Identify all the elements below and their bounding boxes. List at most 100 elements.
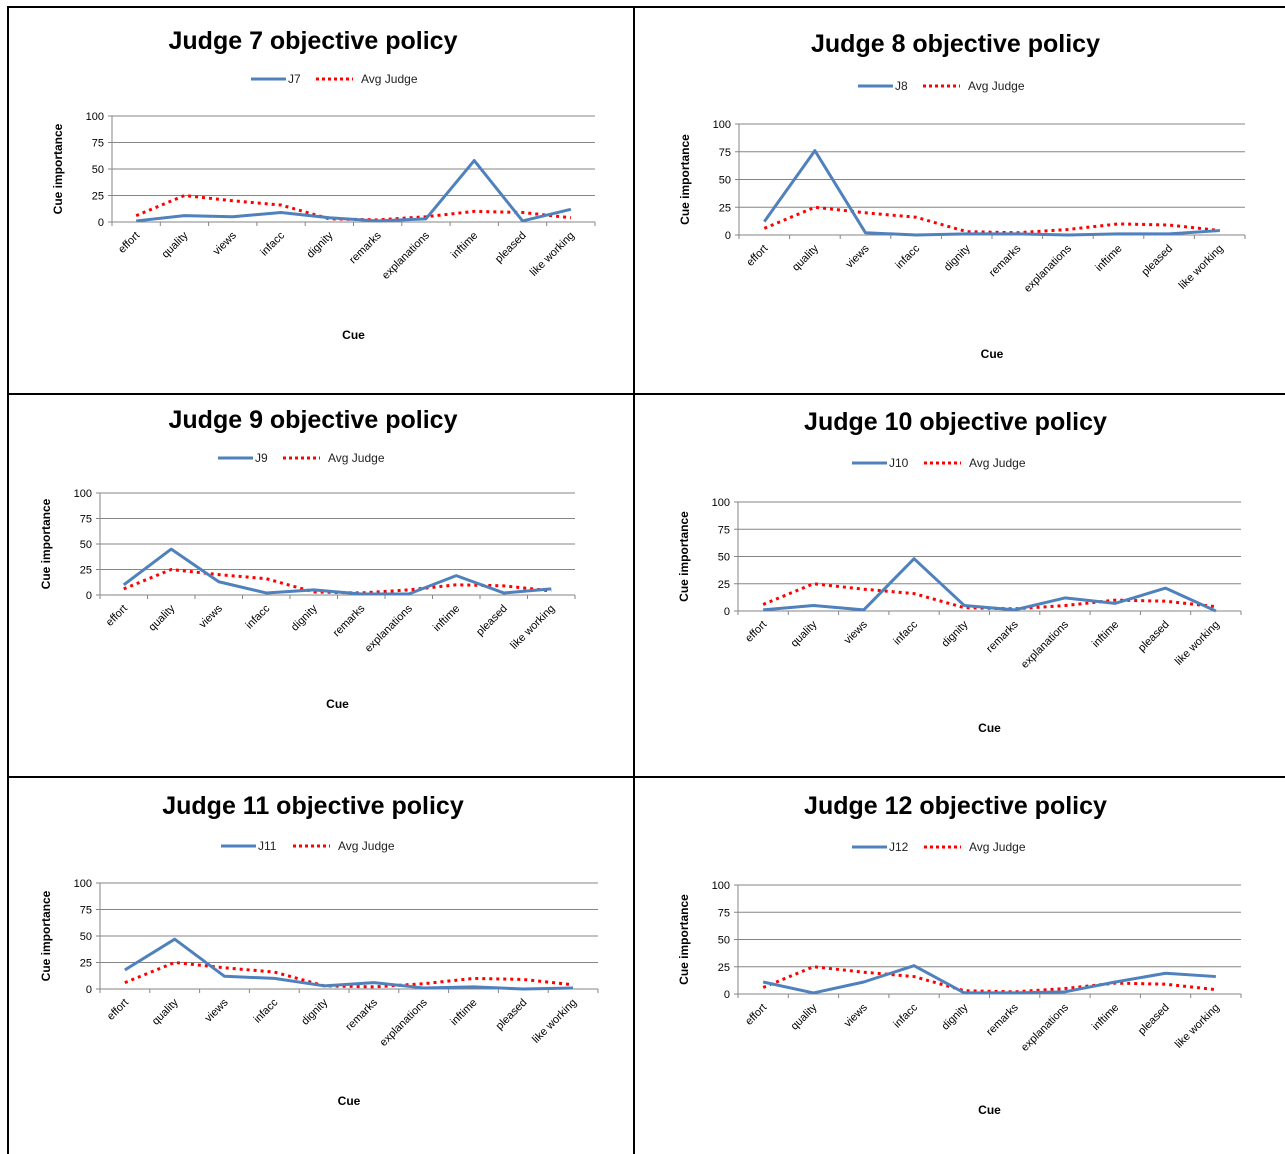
x-tick-label: inftime: [1093, 243, 1124, 274]
x-tick-label: remarks: [347, 229, 384, 266]
y-tick-label: 50: [80, 539, 92, 551]
x-tick-label: effort: [743, 1002, 769, 1028]
table-border: [7, 6, 1285, 8]
chart-title: Judge 12 objective policy: [804, 792, 1107, 820]
y-tick-label: 75: [92, 138, 104, 150]
x-tick-label: infacc: [244, 602, 273, 631]
chart-panel: Judge 11 objective policy J11 Avg Judge 0 25…: [0, 777, 634, 1154]
x-tick-label: inftime: [1090, 1002, 1121, 1033]
y-tick-label: 25: [80, 565, 92, 577]
legend-judge-label: J9: [255, 451, 268, 465]
y-tick-label: 100: [713, 119, 731, 131]
x-tick-label: explanations: [1022, 242, 1075, 295]
x-axis-title: Cue: [326, 697, 349, 711]
x-tick-label: like working: [528, 230, 577, 279]
x-tick-label: quality: [789, 1001, 820, 1032]
y-tick-label: 25: [92, 191, 104, 203]
x-tick-label: remarks: [331, 602, 368, 639]
avg-judge-line: [762, 582, 1217, 611]
x-tick-label: inftime: [449, 230, 480, 261]
judge-line: [763, 149, 1220, 237]
y-tick-label: 75: [80, 905, 92, 917]
y-tick-label: 50: [719, 175, 731, 187]
x-tick-label: infacc: [893, 242, 922, 271]
x-axis-title: Cue: [338, 1094, 361, 1108]
chart-title: Judge 9 objective policy: [169, 406, 458, 434]
x-tick-label: effort: [744, 243, 770, 269]
y-axis-title: Cue importance: [677, 511, 691, 602]
x-tick-label: like working: [508, 603, 557, 652]
x-tick-label: inftime: [448, 997, 479, 1028]
x-tick-label: inftime: [1090, 619, 1121, 650]
x-tick-label: effort: [104, 603, 130, 629]
y-tick-label: 75: [718, 524, 730, 536]
y-tick-label: 75: [719, 147, 731, 159]
x-tick-label: infacc: [258, 229, 287, 258]
x-tick-label: quality: [150, 996, 181, 1027]
line-chart: Judge 7 objective policy J7 Avg Judge 0 25 50…: [51, 27, 596, 342]
x-tick-label: explanations: [378, 996, 431, 1049]
x-axis-title: Cue: [978, 721, 1001, 735]
x-tick-label: effort: [743, 619, 769, 645]
x-tick-label: like working: [1173, 1002, 1222, 1051]
chart-legend: J11 Avg Judge: [221, 839, 395, 853]
x-axis-title: Cue: [981, 347, 1004, 361]
legend-avg-label: Avg Judge: [328, 451, 385, 465]
y-tick-label: 50: [718, 935, 730, 947]
y-axis-title: Cue importance: [678, 134, 692, 225]
legend-avg-label: Avg Judge: [969, 840, 1026, 854]
legend-avg-label: Avg Judge: [968, 79, 1025, 93]
x-tick-label: effort: [105, 997, 131, 1023]
x-tick-label: dignity: [940, 618, 971, 649]
x-tick-label: views: [842, 1001, 870, 1029]
judge-line: [762, 964, 1216, 995]
y-tick-label: 25: [719, 202, 731, 214]
x-tick-label: remarks: [984, 1001, 1021, 1038]
judge-line: [124, 937, 574, 991]
table-border: [7, 6, 9, 1154]
y-tick-label: 25: [718, 579, 730, 591]
y-tick-label: 75: [718, 907, 730, 919]
y-axis-title: Cue importance: [39, 890, 53, 981]
y-tick-label: 0: [725, 230, 731, 242]
x-tick-label: views: [197, 602, 225, 630]
y-tick-label: 50: [80, 931, 92, 943]
chart-panel: Judge 10 objective policy J10 Avg Judge 0 25…: [634, 394, 1285, 777]
judge-line: [122, 547, 552, 596]
x-tick-label: explanations: [1019, 618, 1072, 671]
line-chart: Judge 8 objective policy J8 Avg Judge 0 25 50…: [678, 30, 1246, 361]
x-tick-label: pleased: [493, 230, 529, 266]
x-tick-label: remarks: [343, 996, 380, 1033]
y-tick-label: 50: [718, 552, 730, 564]
y-tick-label: 100: [86, 111, 104, 123]
y-tick-label: 0: [724, 989, 730, 1001]
y-tick-label: 0: [86, 590, 92, 602]
x-tick-label: dignity: [942, 242, 973, 273]
x-tick-label: explanations: [380, 229, 433, 282]
table-border: [7, 776, 1285, 778]
x-tick-label: dignity: [299, 996, 330, 1027]
x-tick-label: views: [844, 242, 872, 270]
x-tick-label: explanations: [363, 602, 416, 655]
legend-judge-label: J7: [288, 72, 301, 86]
judge-line: [763, 557, 1217, 613]
x-tick-label: explanations: [1019, 1001, 1072, 1054]
x-tick-label: pleased: [1136, 619, 1172, 655]
x-tick-label: remarks: [984, 618, 1021, 655]
x-tick-label: like working: [1173, 619, 1222, 668]
line-chart: Judge 12 objective policy J12 Avg Judge 0 25…: [677, 792, 1242, 1117]
avg-judge-line: [763, 205, 1220, 235]
legend-avg-label: Avg Judge: [338, 839, 395, 853]
y-axis-title: Cue importance: [39, 498, 53, 589]
y-tick-label: 50: [92, 164, 104, 176]
chart-panel: Judge 12 objective policy J12 Avg Judge 0 25…: [634, 777, 1285, 1154]
y-tick-label: 100: [74, 878, 92, 890]
x-tick-label: quality: [790, 242, 821, 273]
chart-legend: J7 Avg Judge: [251, 72, 418, 86]
x-tick-label: infacc: [891, 618, 920, 647]
chart-panel: Judge 8 objective policy J8 Avg Judge 0 25 50…: [634, 6, 1285, 394]
legend-judge-label: J10: [889, 456, 909, 470]
y-tick-label: 75: [80, 514, 92, 526]
x-tick-label: quality: [146, 602, 177, 633]
